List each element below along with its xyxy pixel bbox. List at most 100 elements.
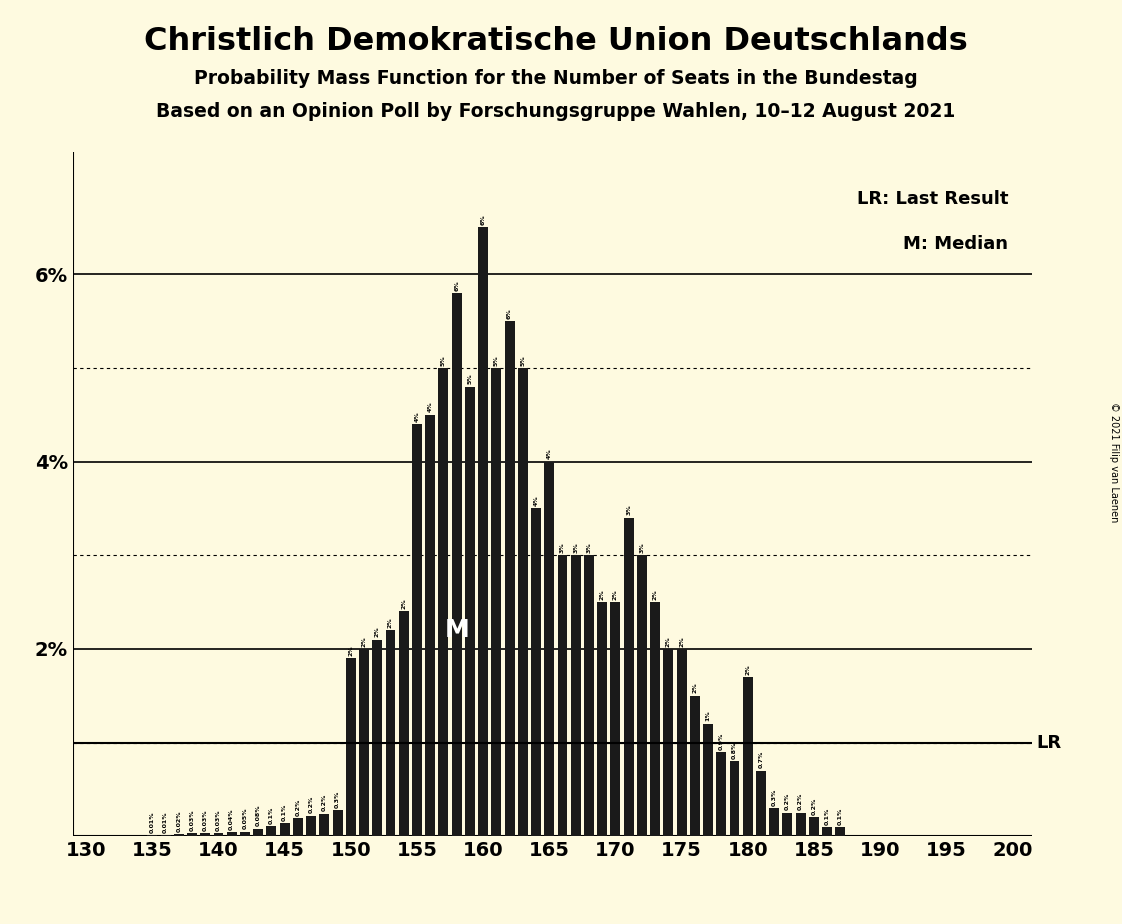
Bar — [293, 819, 303, 836]
Bar — [320, 814, 329, 836]
Bar — [373, 639, 383, 836]
Text: 0.08%: 0.08% — [256, 805, 260, 826]
Bar — [306, 816, 316, 836]
Text: 5%: 5% — [494, 355, 499, 366]
Bar — [160, 835, 171, 836]
Bar — [650, 602, 660, 836]
Text: M: Median: M: Median — [903, 235, 1009, 252]
Text: 2%: 2% — [402, 599, 406, 609]
Text: LR: LR — [1037, 734, 1061, 751]
Text: 0.2%: 0.2% — [811, 797, 817, 815]
Bar — [743, 677, 753, 836]
Bar — [465, 386, 475, 836]
Bar — [412, 424, 422, 836]
Text: 3%: 3% — [573, 542, 578, 553]
Text: 6%: 6% — [454, 280, 459, 291]
Bar — [201, 833, 210, 836]
Bar — [398, 612, 408, 836]
Text: 0.01%: 0.01% — [150, 811, 155, 833]
Bar — [279, 823, 289, 836]
Text: 0.2%: 0.2% — [322, 794, 327, 811]
Text: 6%: 6% — [507, 308, 512, 319]
Text: 2%: 2% — [679, 636, 684, 647]
Bar — [795, 813, 806, 836]
Text: 0.03%: 0.03% — [203, 809, 208, 831]
Bar — [716, 752, 726, 836]
Bar — [756, 771, 766, 836]
Text: 0.3%: 0.3% — [772, 788, 776, 806]
Text: 5%: 5% — [468, 373, 472, 384]
Text: 0.3%: 0.3% — [335, 790, 340, 808]
Bar — [822, 827, 833, 836]
Text: 0.1%: 0.1% — [282, 803, 287, 821]
Text: 0.1%: 0.1% — [825, 808, 829, 824]
Text: 3%: 3% — [587, 542, 591, 553]
Bar — [703, 723, 712, 836]
Bar — [836, 827, 845, 836]
Text: Based on an Opinion Poll by Forschungsgruppe Wahlen, 10–12 August 2021: Based on an Opinion Poll by Forschungsgr… — [156, 102, 955, 121]
Text: 2%: 2% — [361, 636, 367, 647]
Text: 4%: 4% — [414, 411, 420, 421]
Bar — [782, 813, 792, 836]
Text: 3%: 3% — [626, 505, 632, 516]
Bar — [174, 834, 184, 836]
Text: 4%: 4% — [534, 495, 539, 506]
Text: M: M — [444, 618, 469, 642]
Bar — [531, 508, 541, 836]
Bar — [610, 602, 620, 836]
Text: 5%: 5% — [521, 355, 525, 366]
Bar — [505, 321, 515, 836]
Bar — [770, 808, 779, 836]
Bar — [585, 555, 594, 836]
Text: 1%: 1% — [706, 711, 710, 722]
Text: 2%: 2% — [375, 626, 379, 638]
Bar — [266, 826, 276, 836]
Bar — [452, 293, 461, 836]
Text: 0.7%: 0.7% — [758, 751, 763, 769]
Text: 5%: 5% — [441, 355, 445, 366]
Text: 0.04%: 0.04% — [229, 808, 234, 830]
Bar — [439, 368, 449, 836]
Text: 2%: 2% — [745, 664, 751, 675]
Text: 2%: 2% — [613, 589, 618, 600]
Bar — [597, 602, 607, 836]
Bar — [254, 829, 264, 836]
Bar — [491, 368, 502, 836]
Bar — [346, 658, 356, 836]
Bar — [425, 415, 435, 836]
Bar — [729, 761, 739, 836]
Bar — [663, 649, 673, 836]
Bar — [637, 555, 647, 836]
Text: LR: Last Result: LR: Last Result — [857, 190, 1009, 208]
Bar — [571, 555, 581, 836]
Text: 3%: 3% — [560, 542, 565, 553]
Text: 2%: 2% — [692, 683, 698, 693]
Text: 6%: 6% — [480, 214, 486, 225]
Text: 0.03%: 0.03% — [190, 809, 194, 831]
Bar — [809, 818, 819, 836]
Bar — [478, 227, 488, 836]
Bar — [518, 368, 527, 836]
Text: 2%: 2% — [653, 589, 657, 600]
Bar — [690, 696, 700, 836]
Text: 0.8%: 0.8% — [732, 742, 737, 759]
Text: Probability Mass Function for the Number of Seats in the Bundestag: Probability Mass Function for the Number… — [193, 69, 918, 89]
Bar — [213, 833, 223, 836]
Bar — [558, 555, 568, 836]
Text: 0.2%: 0.2% — [295, 798, 301, 816]
Text: 3%: 3% — [640, 542, 644, 553]
Text: 2%: 2% — [348, 645, 353, 656]
Bar — [187, 833, 197, 836]
Text: 0.03%: 0.03% — [215, 809, 221, 831]
Text: 0.1%: 0.1% — [838, 808, 843, 824]
Bar — [677, 649, 687, 836]
Bar — [332, 810, 342, 836]
Text: 2%: 2% — [599, 589, 605, 600]
Text: 4%: 4% — [546, 448, 552, 459]
Text: 0.01%: 0.01% — [163, 811, 168, 833]
Text: 4%: 4% — [427, 402, 433, 412]
Text: 0.2%: 0.2% — [309, 796, 314, 813]
Text: 0.05%: 0.05% — [242, 808, 248, 829]
Bar — [624, 517, 634, 836]
Bar — [359, 649, 369, 836]
